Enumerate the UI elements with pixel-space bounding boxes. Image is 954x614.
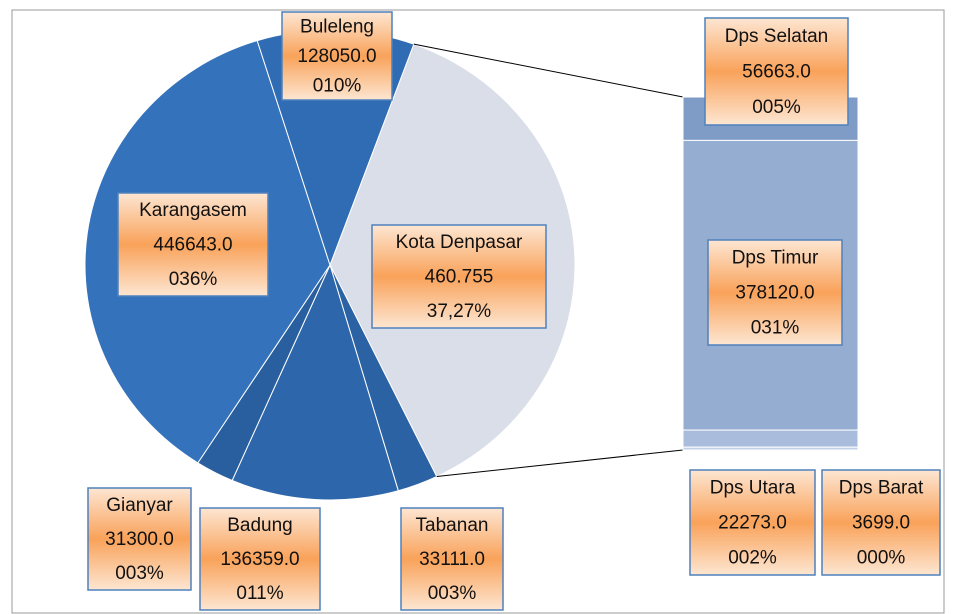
data-label: Dps Selatan: [725, 26, 829, 47]
data-label: Gianyar: [106, 495, 173, 516]
data-label: 036%: [169, 269, 218, 290]
data-label: 128050.0: [297, 46, 376, 67]
data-label: 378120.0: [735, 283, 814, 304]
data-label: 031%: [751, 318, 800, 339]
label-box: [400, 507, 504, 611]
label-box: [281, 11, 393, 101]
label-box: [707, 239, 843, 346]
data-label: 005%: [752, 97, 801, 118]
data-label: Kota Denpasar: [396, 232, 523, 253]
label-box: [117, 192, 269, 297]
data-label: 3699.0: [852, 513, 910, 534]
data-label: 37,27%: [427, 301, 492, 322]
data-label: 460.755: [425, 267, 494, 288]
label-box: [87, 487, 192, 591]
connector: [436, 449, 684, 478]
data-label: Karangasem: [139, 200, 247, 221]
data-label: Badung: [227, 515, 293, 536]
pie-slice: [231, 263, 399, 501]
bar-segment: [682, 446, 859, 451]
data-label: 22273.0: [718, 513, 787, 534]
label-box: [371, 224, 547, 329]
data-label: 003%: [115, 563, 164, 584]
connector: [413, 43, 684, 98]
data-label: 33111.0: [419, 549, 485, 570]
data-label: 136359.0: [220, 549, 299, 570]
label-box: [199, 507, 321, 611]
data-label: 010%: [313, 75, 362, 96]
data-label: 446643.0: [153, 235, 232, 256]
label-box: [704, 17, 849, 126]
data-label: Dps Utara: [710, 478, 796, 499]
data-label: 003%: [428, 583, 477, 604]
data-label: 000%: [857, 548, 906, 569]
data-label: 002%: [728, 548, 777, 569]
data-label: 31300.0: [105, 529, 174, 550]
label-box: [689, 469, 816, 576]
data-label: Buleleng: [300, 17, 374, 38]
data-label: Dps Timur: [732, 248, 819, 269]
bar-segment: [682, 429, 859, 448]
label-box: [821, 469, 941, 576]
data-label: 011%: [236, 583, 283, 604]
data-label: Tabanan: [416, 515, 489, 536]
data-label: Dps Barat: [839, 478, 924, 499]
data-label: 56663.0: [742, 62, 811, 83]
plot-frame: [11, 9, 945, 614]
